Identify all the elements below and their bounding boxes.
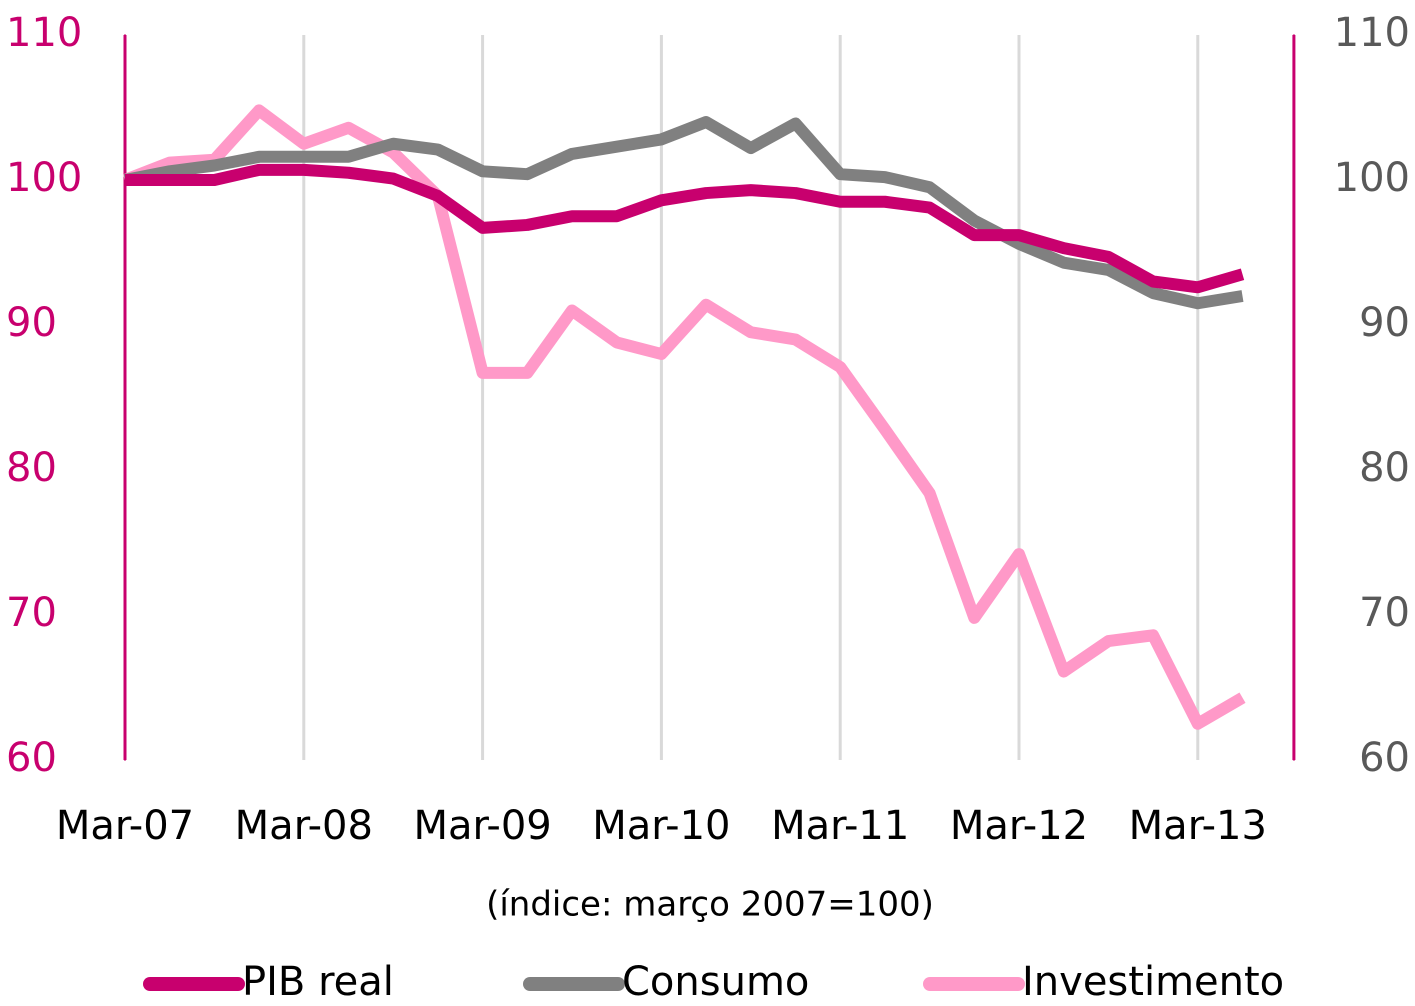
y-tick-label: 110: [6, 10, 82, 56]
y2-tick-label: 110: [1334, 10, 1410, 56]
series-line: [122, 104, 1246, 730]
x-tick-label: Mar-07: [56, 803, 194, 849]
series-line: [125, 163, 1245, 294]
y2-tick-label: 100: [1334, 155, 1410, 201]
series-line: [123, 116, 1244, 310]
y2-tick-label: 70: [1359, 590, 1410, 636]
legend-label: PIB real: [242, 959, 394, 1005]
y2-tick-label: 60: [1359, 735, 1410, 781]
x-axis-label: (índice: março 2007=100): [486, 885, 934, 925]
x-tick-label: Mar-09: [413, 803, 551, 849]
y-tick-label: 100: [6, 155, 82, 201]
y-tick-label: 90: [6, 300, 57, 346]
x-tick-label: Mar-10: [592, 803, 730, 849]
y2-tick-label: 80: [1359, 445, 1410, 491]
legend-label: Consumo: [622, 959, 809, 1005]
x-tick-label: Mar-11: [771, 803, 909, 849]
y-tick-label: 60: [6, 735, 57, 781]
y-tick-label: 70: [6, 590, 57, 636]
y-tick-label: 80: [6, 445, 57, 491]
x-tick-label: Mar-12: [950, 803, 1088, 849]
y2-tick-label: 90: [1359, 300, 1410, 346]
x-tick-label: Mar-13: [1129, 803, 1267, 849]
x-tick-label: Mar-08: [235, 803, 373, 849]
legend-label: Investimento: [1022, 959, 1284, 1005]
